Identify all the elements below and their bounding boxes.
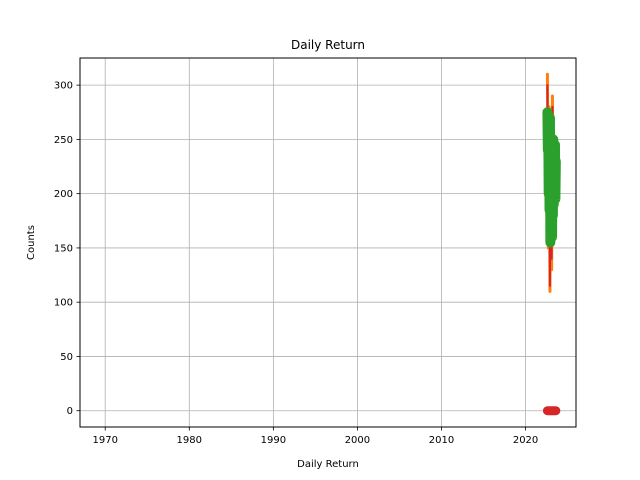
y-axis-label: Counts <box>26 225 37 260</box>
series-line-3 <box>542 107 561 248</box>
data-series <box>542 72 561 416</box>
y-tick-label: 50 <box>60 352 73 363</box>
y-tick-label: 0 <box>67 406 73 417</box>
y-axis-ticks: 0 50 100 150 200 250 300 <box>54 81 80 417</box>
x-tick-label: 2020 <box>513 435 538 446</box>
y-tick-label: 150 <box>54 243 73 254</box>
x-tick-label: 2010 <box>429 435 454 446</box>
x-tick-label: 2000 <box>345 435 370 446</box>
x-axis-label: Daily Return <box>297 459 359 470</box>
y-tick-label: 250 <box>54 135 73 146</box>
y-tick-label: 100 <box>54 298 73 309</box>
grid-lines <box>80 58 576 427</box>
x-tick-label: 1980 <box>177 435 202 446</box>
plot-frame <box>79 57 577 428</box>
y-tick-label: 200 <box>54 189 73 200</box>
y-tick-label: 300 <box>54 81 73 92</box>
chart-title: Daily Return <box>291 38 365 52</box>
x-tick-label: 1990 <box>261 435 286 446</box>
x-tick-label: 1970 <box>92 435 117 446</box>
x-axis-ticks: 1970 1980 1990 2000 2010 2020 <box>92 427 538 446</box>
